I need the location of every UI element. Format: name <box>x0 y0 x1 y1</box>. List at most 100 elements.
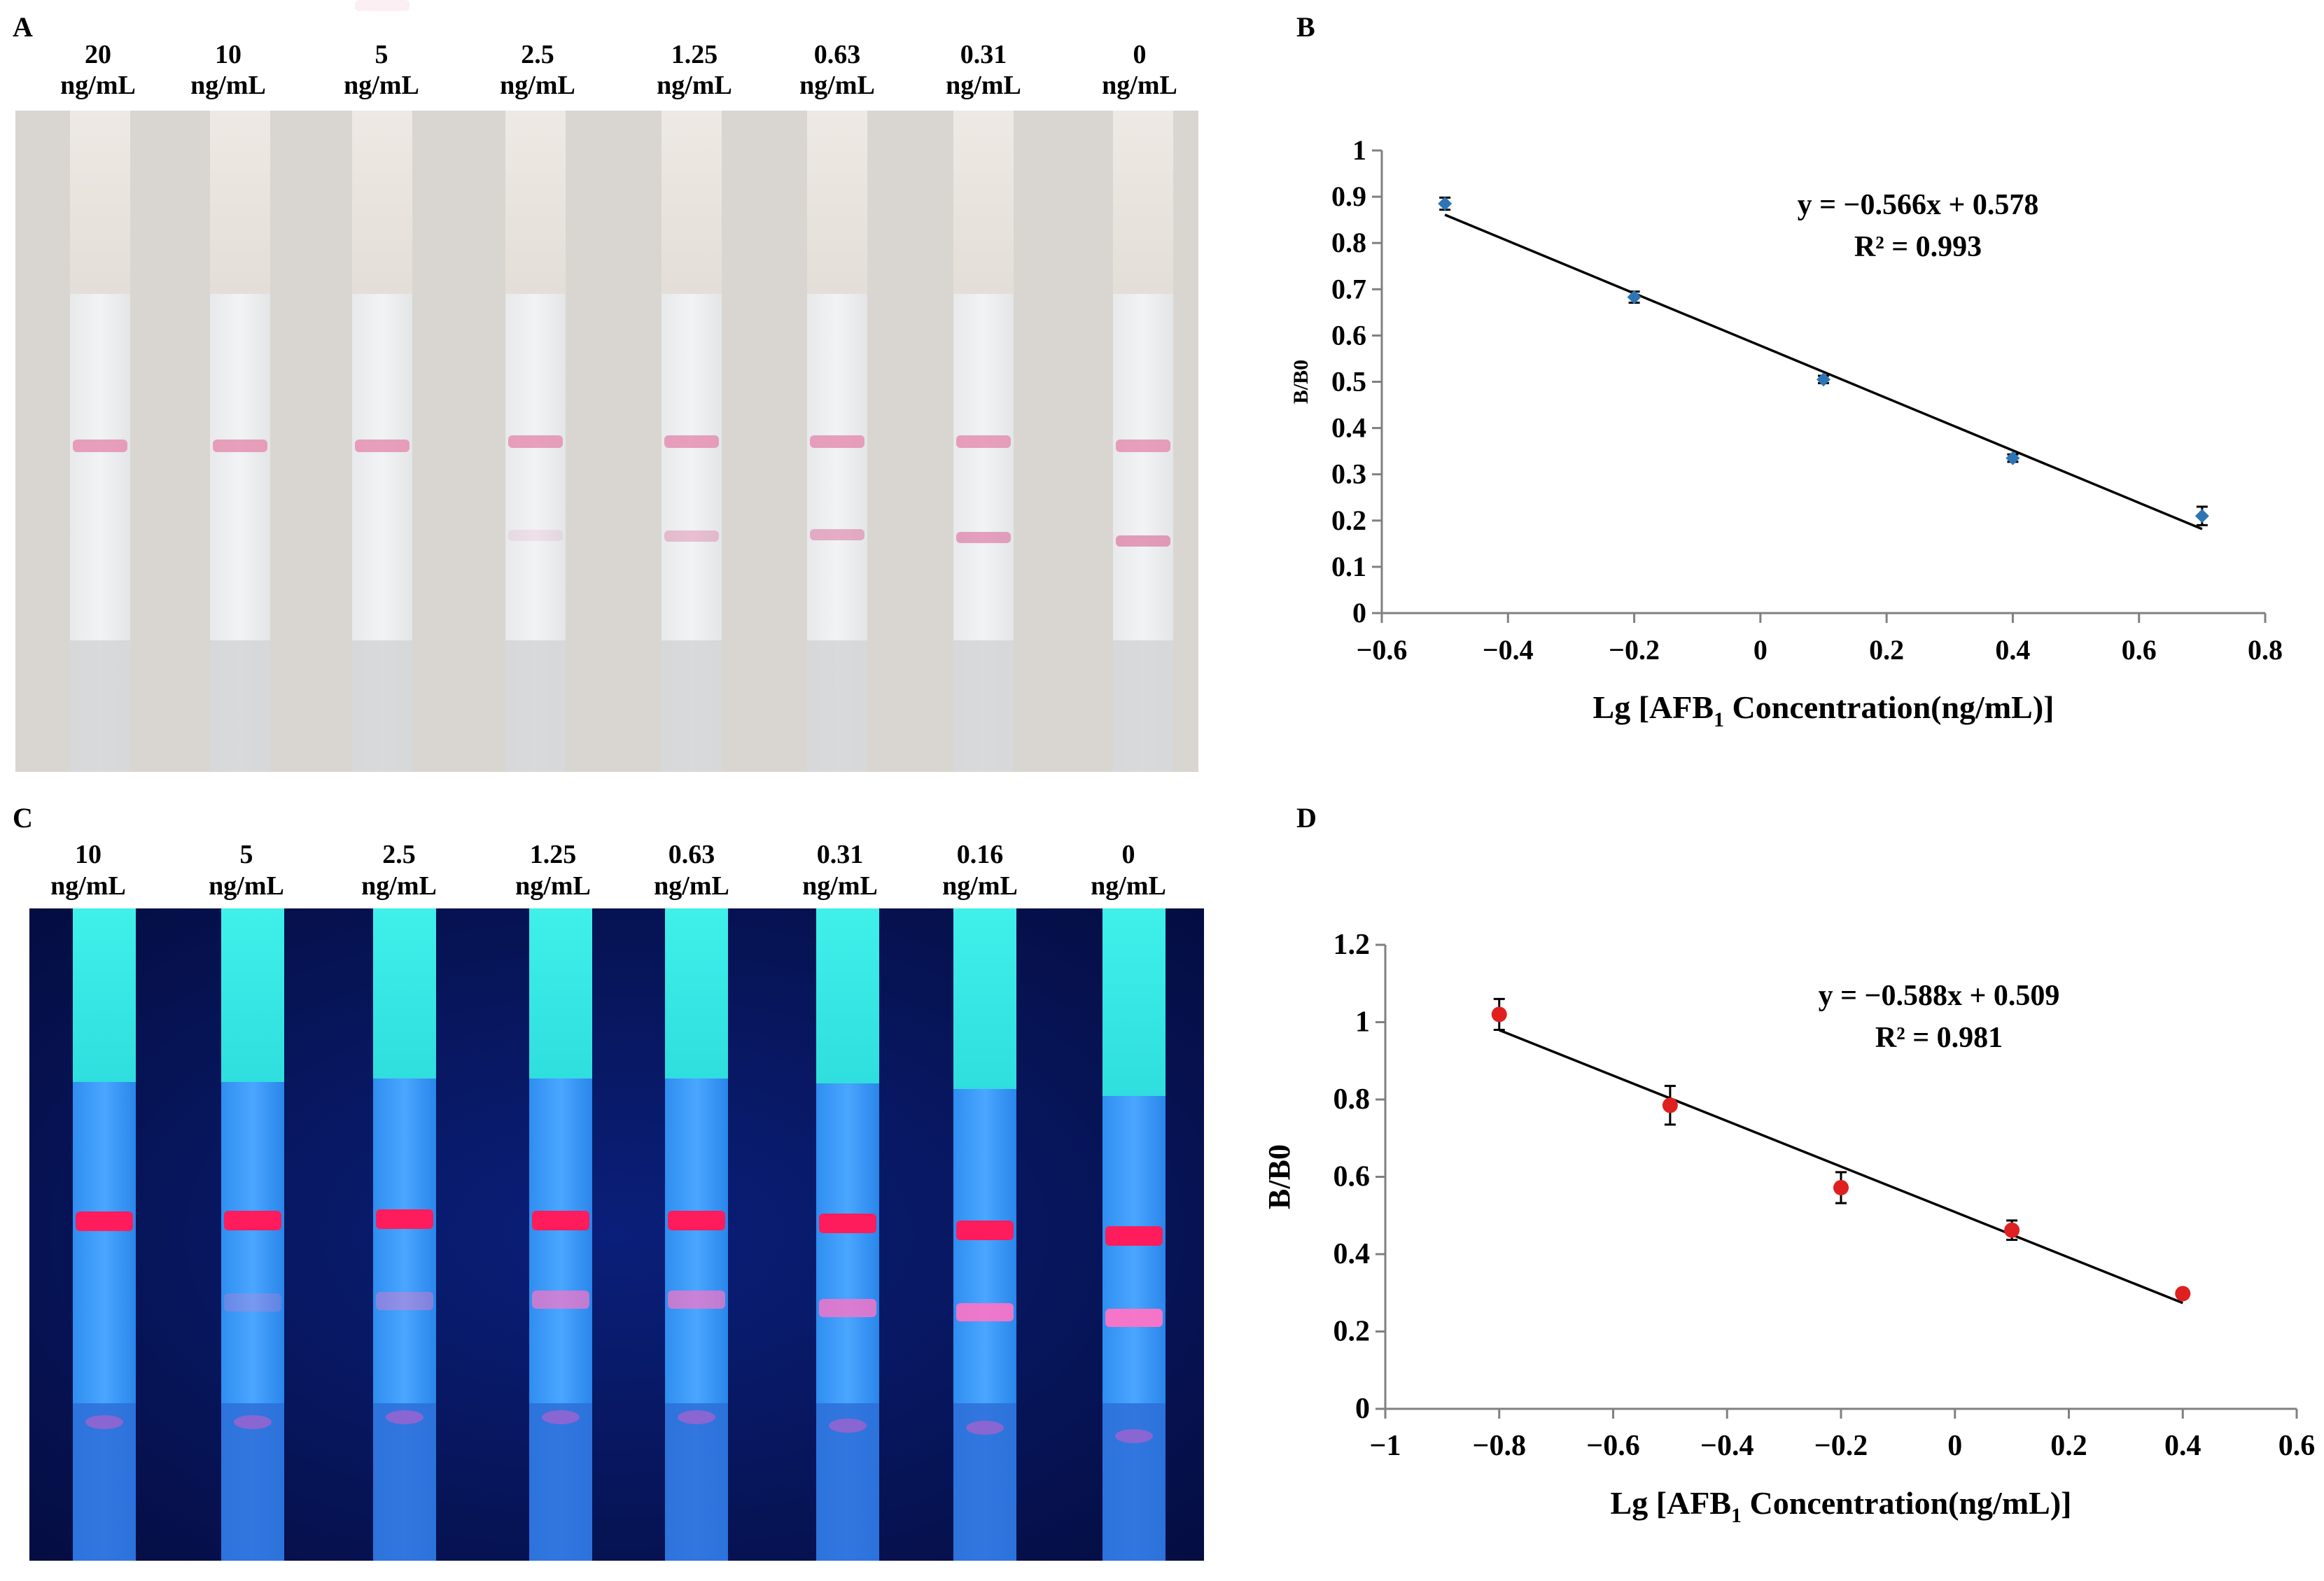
test-line <box>956 532 1011 543</box>
x-tick-label: −1 <box>1370 1430 1401 1462</box>
data-point <box>1833 1179 1849 1195</box>
data-point <box>1816 372 1830 387</box>
x-tick-label: −0.4 <box>1483 634 1534 666</box>
test-strip-2 <box>352 0 412 772</box>
concentration-value-6: 0.16 <box>957 840 1004 869</box>
trendline <box>1499 1029 2183 1305</box>
test-line <box>664 530 719 542</box>
concentration-value-0: 10 <box>75 840 102 869</box>
concentration-value-1: 5 <box>240 840 253 869</box>
concentration-unit-4: ng/mL <box>657 71 732 100</box>
test-strip-7 <box>1113 111 1173 772</box>
control-line <box>355 440 410 452</box>
concentration-unit-3: ng/mL <box>500 71 575 100</box>
sample-pad <box>221 908 284 1082</box>
data-point <box>1491 1006 1507 1023</box>
sample-pad <box>807 111 867 294</box>
r-squared: R² = 0.981 <box>1875 1022 2003 1054</box>
control-line <box>668 1211 725 1230</box>
control-line <box>956 1221 1014 1240</box>
test-strip-3 <box>505 111 566 772</box>
sample-pad <box>352 111 412 294</box>
panel-b-chart: 0 0.1 0.2 0.3 0.4 0.5 0.6 0.7 0.8 0.9 1 −0.6 −0.4 −0.… <box>1289 134 2283 731</box>
control-line <box>532 1211 589 1230</box>
concentration-unit-1: ng/mL <box>209 871 284 901</box>
sample-spot <box>386 1410 424 1424</box>
x-axis-label-main: Lg [AFB <box>1611 1485 1732 1521</box>
panel-c: C 10ng/mL5ng/mL2.5ng/mL1.25ng/mL0.63ng/m… <box>13 802 1204 1561</box>
test-strip-5 <box>816 908 879 1561</box>
test-line <box>508 530 563 541</box>
panel-c-letter: C <box>13 802 33 834</box>
panel-a: A 20ng/mL10ng/mL5ng/mL2.5ng/mL1.25ng/mL0… <box>13 0 1198 772</box>
x-tick-label: −0.8 <box>1473 1430 1526 1462</box>
y-tick-label: 0.3 <box>1331 458 1366 490</box>
absorbent-pad <box>352 640 412 772</box>
concentration-unit-7: ng/mL <box>1102 71 1177 100</box>
concentration-value-3: 2.5 <box>521 40 554 69</box>
y-tick-label: 0.8 <box>1334 1083 1371 1116</box>
absorbent-pad <box>210 640 270 772</box>
absorbent-pad <box>1102 1403 1166 1561</box>
test-strip-4 <box>662 111 722 772</box>
test-strip-2 <box>373 908 436 1561</box>
y-axis-label: B/B0 <box>1262 1144 1296 1209</box>
absorbent-pad <box>1113 640 1173 772</box>
y-tick-label: 1 <box>1352 134 1366 166</box>
concentration-value-3: 1.25 <box>530 840 577 869</box>
concentration-value-5: 0.63 <box>814 40 861 69</box>
regression-equation: y = −0.588x + 0.509 <box>1819 980 2060 1012</box>
concentration-unit-2: ng/mL <box>361 871 437 901</box>
absorbent-pad <box>953 640 1014 772</box>
control-line <box>224 1211 281 1230</box>
concentration-unit-7: ng/mL <box>1091 871 1166 901</box>
panel-a-photo-background <box>15 111 1198 772</box>
sample-pad <box>505 111 566 294</box>
data-point <box>2175 1286 2191 1302</box>
sample-pad <box>662 111 722 294</box>
sample-spot <box>234 1415 272 1429</box>
panel-c-strips <box>73 908 1166 1561</box>
concentration-value-6: 0.31 <box>960 40 1007 69</box>
panel-d-chart: 0 0.2 0.4 0.6 0.8 1 1.2 −1 −0.8 −0.6 −0.4 −0.2 0 0.2 0… <box>1262 929 2315 1527</box>
absorbent-pad <box>221 1403 284 1561</box>
control-line <box>956 435 1011 448</box>
sample-spot <box>1115 1429 1153 1443</box>
concentration-unit-5: ng/mL <box>802 871 878 901</box>
x-tick-label: 0.6 <box>2278 1430 2316 1462</box>
data-point <box>1627 290 1642 304</box>
data-point <box>2194 509 2209 524</box>
panel-c-concentration-labels: 10ng/mL5ng/mL2.5ng/mL1.25ng/mL0.63ng/mL0… <box>50 840 1166 901</box>
sample-pad <box>529 908 592 1078</box>
sample-pad <box>373 908 436 1078</box>
sample-spot <box>678 1410 715 1424</box>
x-tick-label: −0.2 <box>1814 1430 1868 1462</box>
sample-pad <box>953 111 1014 294</box>
x-tick-label: 0.4 <box>2164 1430 2202 1462</box>
panel-d-letter: D <box>1296 802 1317 834</box>
data-point <box>2005 451 2020 465</box>
data-point <box>1438 197 1452 211</box>
x-tick-label: 0.4 <box>1995 634 2030 666</box>
concentration-unit-2: ng/mL <box>344 71 419 100</box>
y-tick-label: 0.1 <box>1331 551 1366 582</box>
sample-pad <box>665 908 728 1078</box>
x-axis-label-subscript: 1 <box>1714 708 1724 731</box>
control-line <box>213 440 267 452</box>
sample-spot <box>542 1410 580 1424</box>
x-axis-label: Lg [AFB1 Concentration(ng/mL)] <box>1611 1485 2072 1527</box>
control-line <box>1105 1226 1163 1246</box>
sample-pad <box>73 908 136 1082</box>
y-tick-label: 1 <box>1355 1006 1370 1039</box>
y-tick-label: 0.7 <box>1331 273 1366 304</box>
panel-b-letter: B <box>1296 11 1315 43</box>
panel-a-letter: A <box>13 11 33 43</box>
concentration-unit-1: ng/mL <box>190 71 266 100</box>
test-strip-4 <box>665 908 728 1561</box>
sample-pad <box>1113 111 1173 294</box>
absorbent-pad <box>807 640 867 772</box>
control-line <box>810 435 864 448</box>
test-line <box>224 1293 281 1312</box>
y-tick-label: 0.6 <box>1334 1161 1371 1193</box>
x-axis-label-main: Lg [AFB <box>1593 689 1714 725</box>
